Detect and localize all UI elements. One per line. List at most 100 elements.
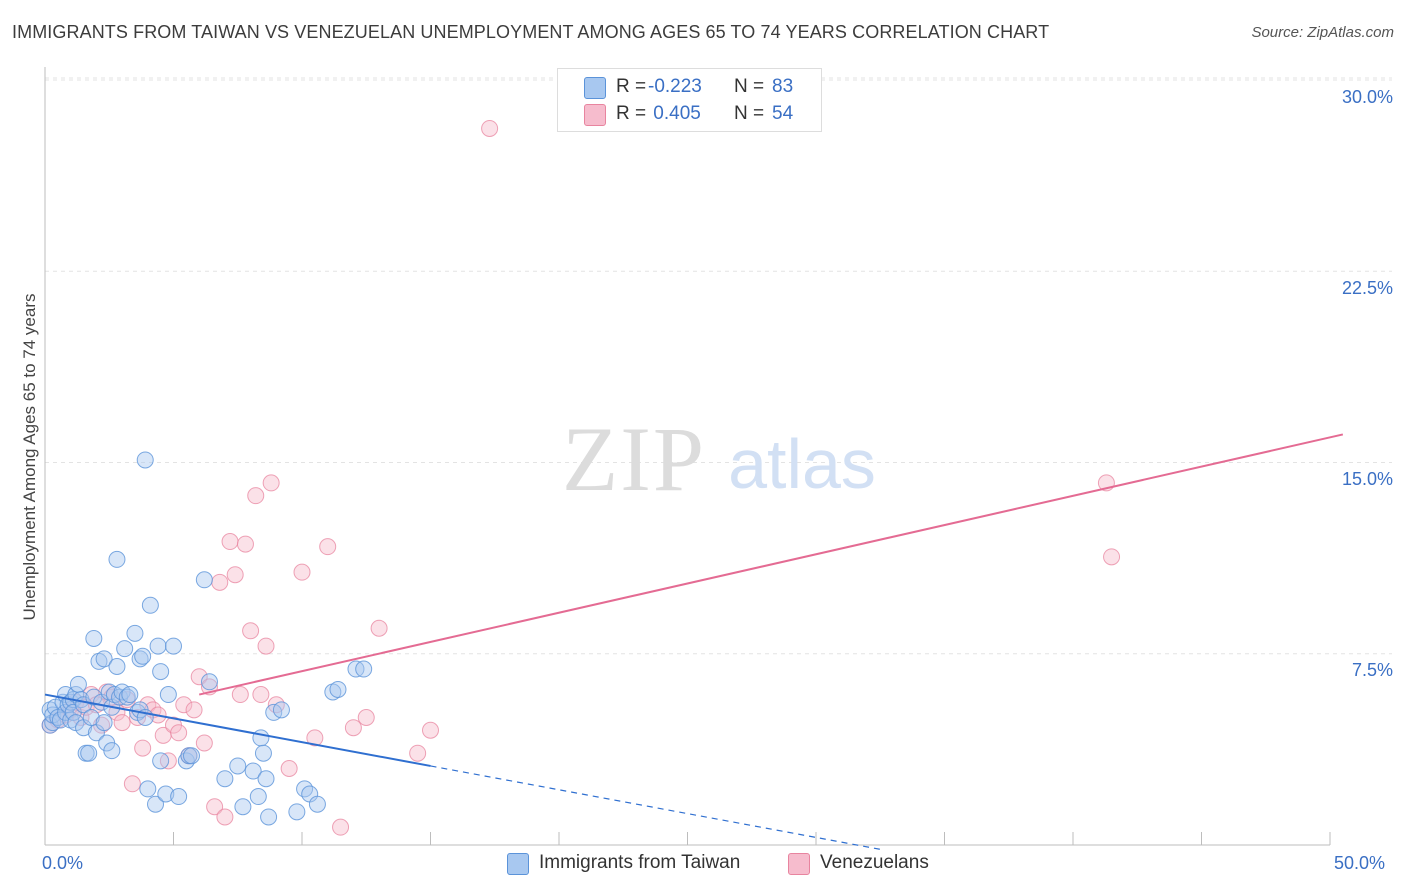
- taiwan-point: [254, 744, 272, 762]
- venezuelans-point: [175, 696, 193, 714]
- venezuelans-point: [206, 798, 224, 816]
- venezuelans-point: [481, 119, 499, 137]
- taiwan-point: [272, 701, 290, 719]
- venezuelans-point: [1103, 548, 1121, 566]
- venezuelans-point: [236, 535, 254, 553]
- y-axis-label: Unemployment Among Ages 65 to 74 years: [20, 293, 39, 621]
- taiwan-point: [288, 803, 306, 821]
- taiwan-point: [90, 652, 108, 670]
- venezuelans-point: [344, 719, 362, 737]
- taiwan-trendline: [44, 693, 431, 767]
- taiwan-point: [152, 663, 170, 681]
- x-tick-label-max: 50.0%: [1334, 853, 1386, 873]
- taiwan-point: [131, 650, 149, 668]
- taiwan-point: [260, 808, 278, 826]
- taiwan-point: [249, 788, 267, 806]
- taiwan-point: [136, 451, 154, 469]
- taiwan-point: [170, 788, 188, 806]
- taiwan-trendline-extension: [430, 765, 881, 850]
- venezuelans-point: [242, 622, 260, 640]
- watermark-atlas: atlas: [728, 425, 876, 503]
- taiwan-point: [95, 650, 113, 668]
- taiwan-point: [252, 729, 270, 747]
- venezuelans-point: [370, 619, 388, 637]
- bottom-legend-label-venezuelans: Venezuelans: [820, 852, 929, 873]
- venezuelans-point: [293, 563, 311, 581]
- taiwan-point: [126, 624, 144, 642]
- taiwan-point: [159, 686, 177, 704]
- venezuelans-point: [231, 686, 249, 704]
- y-tick-label-15: 15.0%: [1341, 469, 1393, 489]
- taiwan-point: [69, 675, 87, 693]
- venezuelans-point: [185, 701, 203, 719]
- taiwan-point: [177, 752, 195, 770]
- y-tick-label-30: 30.0%: [1341, 87, 1393, 107]
- venezuelans-point: [257, 637, 275, 655]
- venezuelans-point: [357, 709, 375, 726]
- taiwan-point: [216, 770, 234, 788]
- venezuelans-point: [226, 566, 244, 584]
- taiwan-point: [118, 688, 136, 706]
- venezuelans-point: [190, 668, 208, 686]
- taiwan-point: [149, 637, 167, 655]
- taiwan-point: [157, 785, 175, 803]
- watermark-zip: ZIP: [562, 408, 706, 510]
- venezuelans-point: [113, 714, 131, 732]
- taiwan-points: [41, 451, 373, 826]
- legend-swatch-taiwan: [584, 77, 606, 99]
- taiwan-point: [296, 780, 314, 798]
- taiwan-point: [229, 757, 247, 775]
- taiwan-point: [234, 798, 252, 816]
- bottom-legend-swatch-taiwan: [507, 853, 529, 875]
- venezuelans-point: [221, 533, 239, 551]
- taiwan-point: [121, 686, 139, 704]
- y-tick-label-22-5: 22.5%: [1341, 278, 1393, 298]
- gridlines: [45, 77, 1392, 655]
- taiwan-point: [141, 596, 159, 614]
- venezuelans-point: [247, 487, 265, 505]
- venezuelans-point: [123, 775, 141, 793]
- legend-n-label: N =: [734, 103, 765, 124]
- venezuelans-point: [134, 739, 152, 757]
- taiwan-point: [308, 795, 326, 813]
- venezuelans-point: [170, 724, 188, 742]
- taiwan-point: [195, 571, 213, 589]
- trendlines: [44, 433, 1344, 850]
- venezuelans-point: [280, 760, 298, 777]
- legend-swatch-venezuelans: [584, 104, 606, 126]
- venezuelans-point: [422, 721, 439, 739]
- venezuelans-point: [409, 744, 427, 762]
- taiwan-point: [324, 683, 342, 701]
- venezuelans-point: [216, 808, 234, 826]
- legend-n-value: 54: [772, 103, 794, 124]
- legend-r-label: R =: [616, 103, 647, 124]
- legend-r-label: R =: [616, 76, 647, 97]
- venezuelans-point: [252, 686, 270, 704]
- x-tick-label-min: 0.0%: [42, 853, 84, 873]
- bottom-legend-label-taiwan: Immigrants from Taiwan: [539, 852, 741, 873]
- legend-n-value: 83: [772, 76, 794, 97]
- bottom-legend-swatch-venezuelans: [788, 853, 810, 875]
- venezuelans-point: [306, 729, 324, 747]
- taiwan-point: [134, 647, 152, 665]
- chart-title: IMMIGRANTS FROM TAIWAN VS VENEZUELAN UNE…: [12, 22, 1050, 42]
- taiwan-point: [108, 658, 126, 675]
- taiwan-point: [182, 747, 200, 765]
- venezuelans-point: [319, 538, 337, 556]
- taiwan-point: [329, 680, 347, 698]
- taiwan-point: [139, 780, 157, 798]
- chart-source: Source: ZipAtlas.com: [1251, 24, 1394, 41]
- taiwan-point: [200, 673, 218, 691]
- taiwan-point: [152, 752, 170, 770]
- venezuelans-trendline: [198, 433, 1344, 696]
- taiwan-point: [257, 770, 275, 788]
- correlation-legend: R = -0.223 N = 83 R = 0.405 N = 54: [557, 68, 822, 132]
- taiwan-point: [82, 709, 100, 726]
- taiwan-point: [103, 742, 121, 760]
- venezuelans-point: [211, 573, 229, 591]
- venezuelans-point: [195, 734, 213, 752]
- legend-n-label: N =: [734, 76, 765, 97]
- taiwan-point: [244, 762, 262, 780]
- y-tick-label-7-5: 7.5%: [1351, 660, 1393, 680]
